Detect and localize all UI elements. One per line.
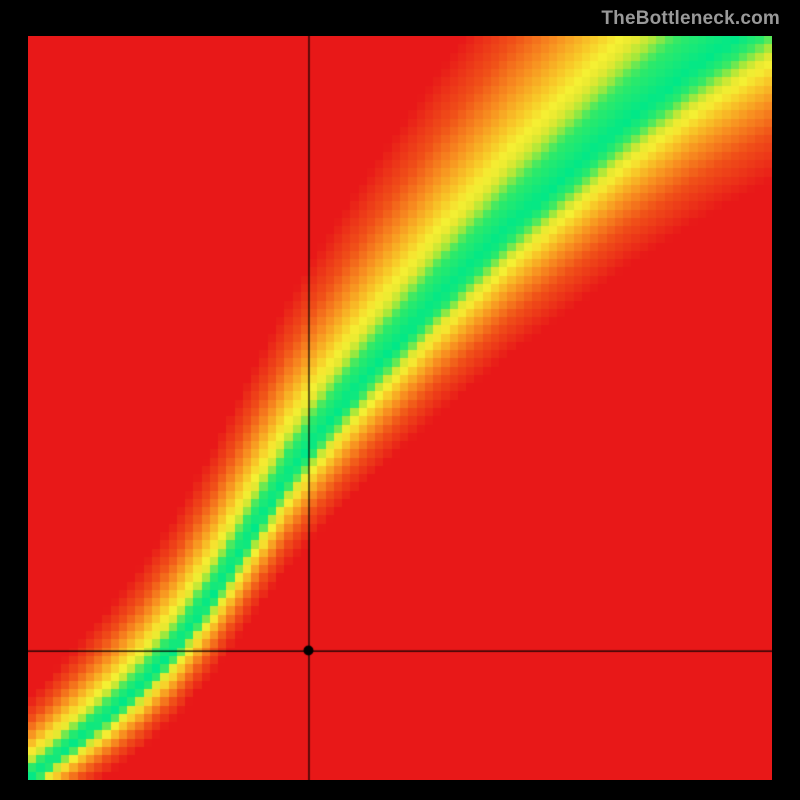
watermark-text: TheBottleneck.com [601, 8, 780, 30]
heatmap-canvas [28, 36, 772, 780]
chart-container: TheBottleneck.com [0, 0, 800, 800]
heatmap-plot [28, 36, 772, 780]
